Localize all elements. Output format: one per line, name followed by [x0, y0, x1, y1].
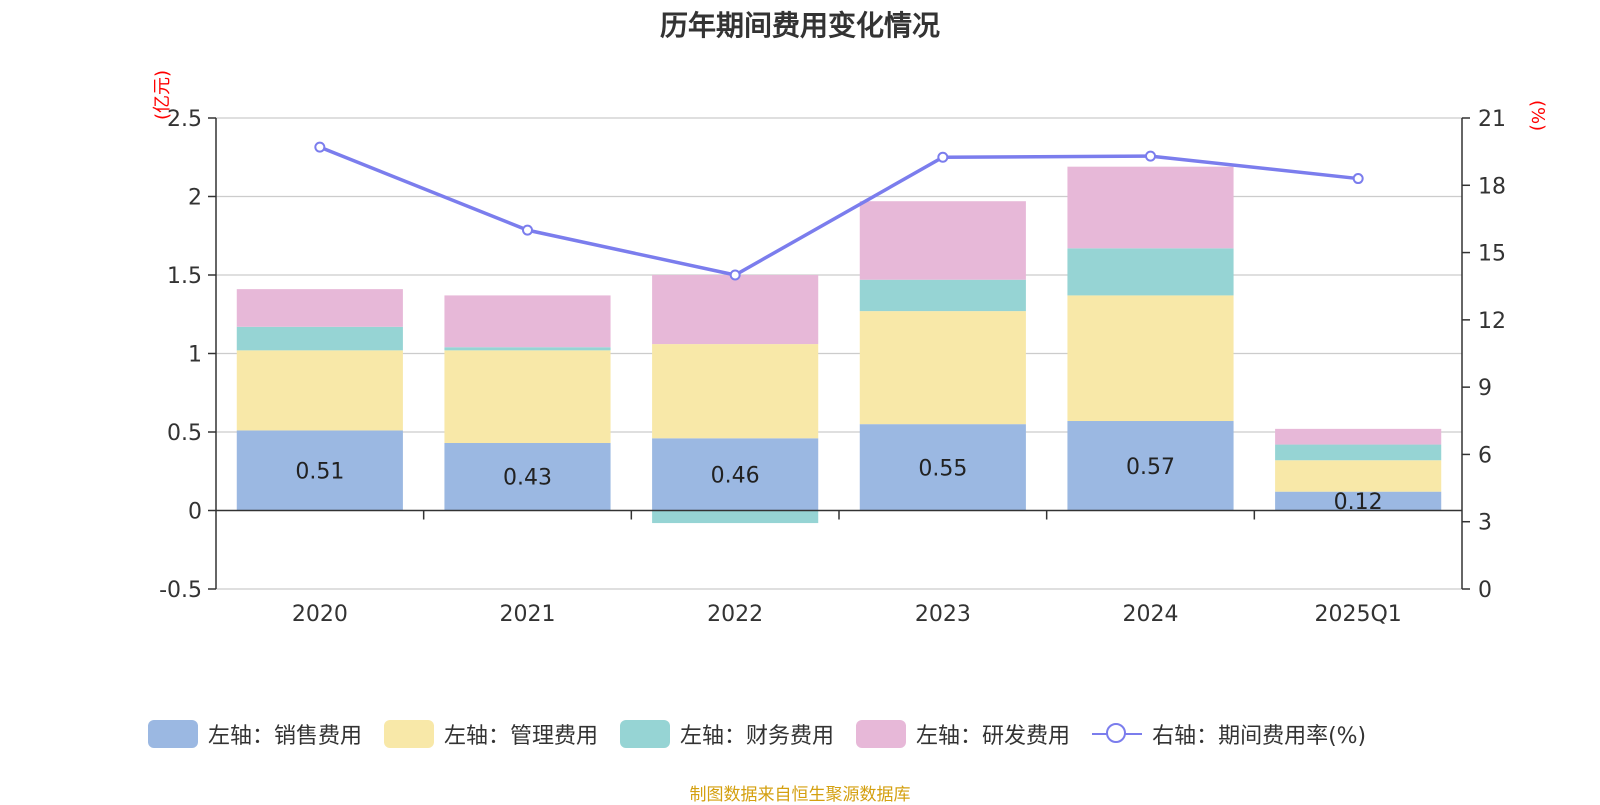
bar-segment — [444, 295, 611, 348]
source-note: 制图数据来自恒生聚源数据库 — [689, 785, 911, 805]
data-label: 0.55 — [918, 456, 967, 481]
bar-segment — [1275, 428, 1442, 445]
left-tick-label: 0.5 — [167, 421, 202, 446]
left-tick-label: 1 — [188, 343, 202, 368]
legend-label-admin: 左轴：管理费用 — [444, 724, 599, 749]
left-tick-label: 1.5 — [167, 264, 202, 289]
expense-rate-point — [314, 141, 326, 153]
bar-segment — [1067, 295, 1234, 422]
expense-rate-line — [319, 145, 1359, 277]
legend-swatch-expense-rate — [1092, 720, 1143, 748]
bar-segment — [652, 510, 819, 524]
category-label: 2020 — [292, 602, 348, 627]
category-label: 2021 — [500, 602, 556, 627]
right-tick-label: 6 — [1478, 443, 1492, 468]
left-tick-label: 2.5 — [167, 107, 202, 132]
legend-swatch-finance — [620, 720, 671, 748]
data-label: 0.46 — [711, 463, 760, 488]
category-label: 2022 — [707, 602, 763, 627]
right-tick-label: 21 — [1478, 107, 1506, 132]
right-tick-label: 0 — [1478, 578, 1492, 603]
left-tick-label: 2 — [188, 186, 202, 211]
legend-label-sales: 左轴：销售费用 — [208, 724, 363, 749]
legend-swatch-rnd — [856, 720, 907, 748]
right-tick-label: 15 — [1478, 242, 1506, 267]
bar-segment — [1067, 248, 1234, 296]
bar-segment — [1067, 421, 1234, 511]
left-tick-label: -0.5 — [159, 578, 202, 603]
bar-segment — [652, 438, 819, 511]
bar-segment — [652, 344, 819, 439]
bar-segment — [236, 350, 403, 431]
right-tick-label: 3 — [1478, 511, 1492, 536]
bar-segment — [859, 424, 1026, 511]
legend-swatch-sales — [148, 720, 198, 748]
bar-segment — [444, 347, 611, 351]
bar-segment — [236, 326, 403, 351]
bar-segment — [859, 201, 1026, 280]
legend: 左轴：销售费用 左轴：管理费用 左轴：财务费用 左轴：研发费用 右轴：期间费用率… — [148, 718, 1388, 750]
bar-segment — [444, 442, 611, 511]
legend-item-expense-rate[interactable]: 右轴：期间费用率(%) — [1092, 718, 1366, 750]
bar-segment — [859, 311, 1026, 425]
left-tick-label: 0 — [188, 500, 202, 525]
legend-label-finance: 左轴：财务费用 — [680, 724, 835, 749]
right-tick-label: 9 — [1478, 376, 1492, 401]
data-label: 0.12 — [1334, 490, 1383, 515]
legend-item-rnd[interactable]: 左轴：研发费用 — [856, 718, 1070, 750]
legend-label-rnd: 左轴：研发费用 — [916, 724, 1071, 749]
bar-segment — [236, 289, 403, 327]
chart-title: 历年期间费用变化情况 — [659, 9, 940, 42]
category-label: 2025Q1 — [1315, 602, 1402, 627]
right-tick-label: 12 — [1478, 309, 1506, 334]
legend-item-sales[interactable]: 左轴：销售费用 — [148, 718, 362, 750]
expense-rate-point — [937, 151, 949, 163]
category-label: 2023 — [915, 602, 971, 627]
legend-item-finance[interactable]: 左轴：财务费用 — [620, 718, 834, 750]
legend-label-expense-rate: 右轴：期间费用率(%) — [1152, 724, 1367, 749]
legend-item-admin[interactable]: 左轴：管理费用 — [384, 718, 598, 750]
data-label: 0.51 — [295, 459, 344, 484]
data-label: 0.43 — [503, 466, 552, 491]
bar-segment — [1067, 166, 1234, 249]
right-tick-label: 18 — [1478, 174, 1506, 199]
expense-rate-point — [1145, 150, 1156, 162]
category-label: 2024 — [1123, 602, 1179, 627]
bar-segment — [652, 275, 819, 345]
legend-swatch-admin — [384, 720, 435, 748]
bar-segment — [236, 430, 403, 511]
expense-rate-point — [522, 224, 533, 236]
bar-segment — [1275, 460, 1442, 492]
data-label: 0.57 — [1126, 455, 1175, 480]
bar-segment — [1275, 444, 1442, 461]
expense-rate-point — [1352, 173, 1364, 185]
expense-rate-point — [729, 269, 741, 281]
bar-segment — [444, 350, 611, 443]
bar-segment — [859, 279, 1026, 312]
bar-segment — [1275, 491, 1442, 511]
